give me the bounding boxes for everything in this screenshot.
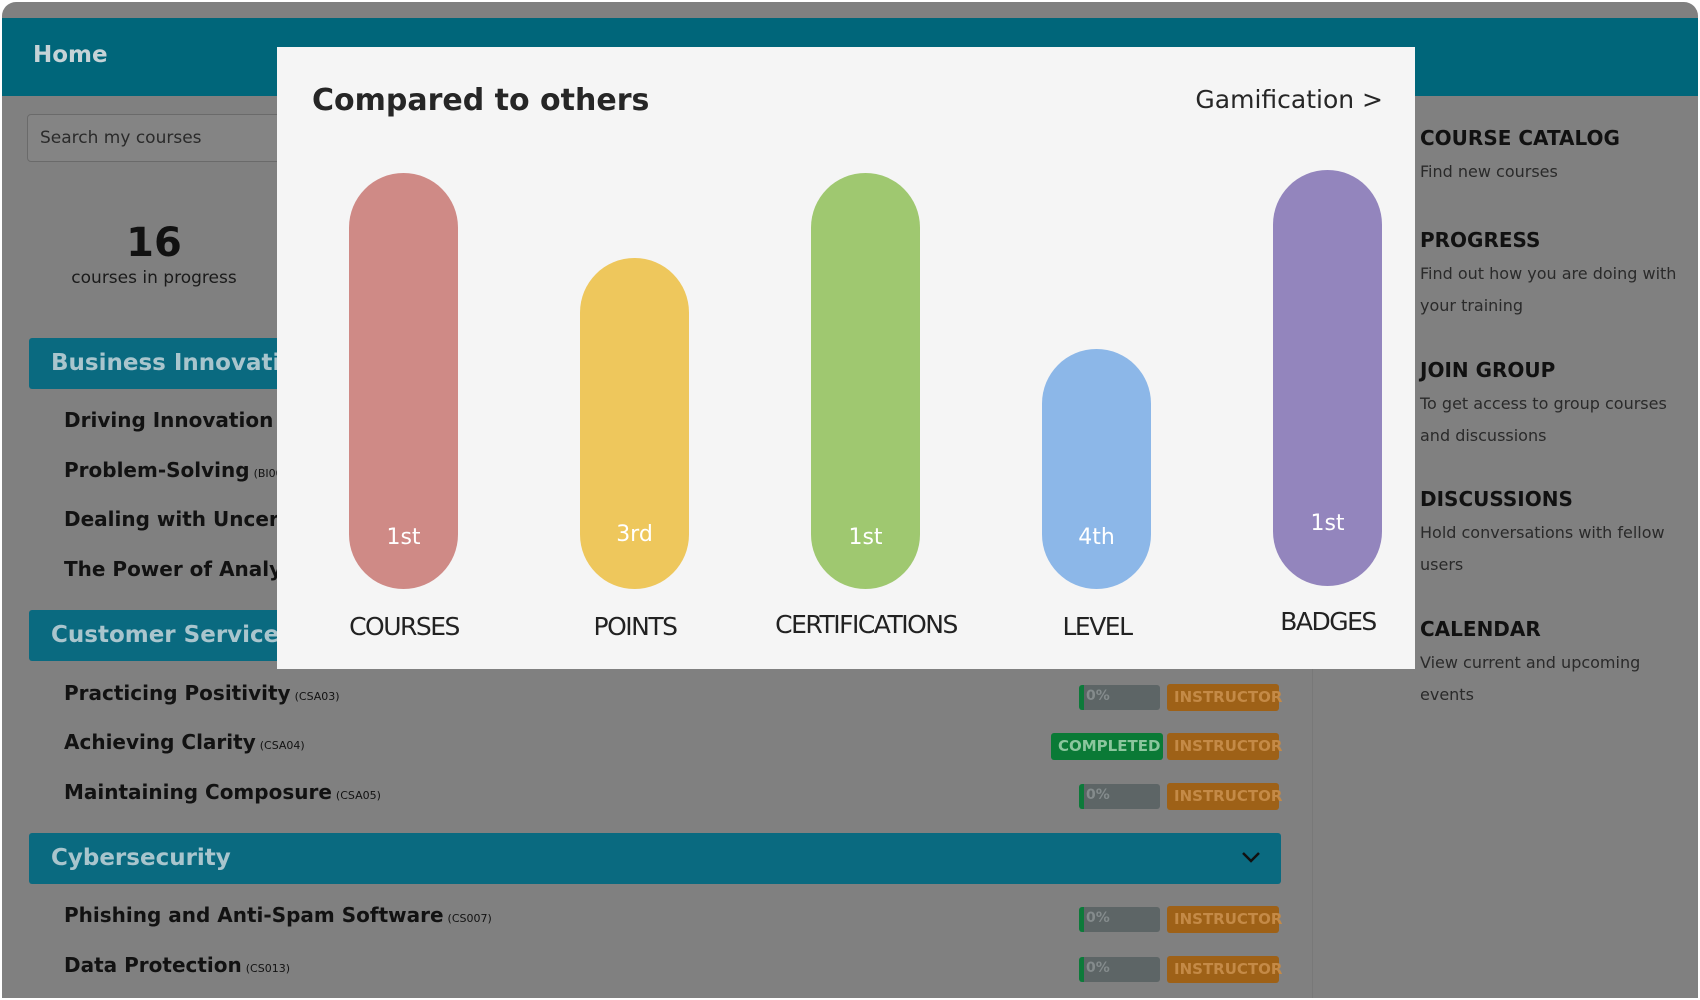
sidebar-title[interactable]: CALENDAR — [1420, 617, 1541, 641]
sidebar-desc: To get access to group courses and discu… — [1420, 394, 1667, 445]
progress-bar: 0% — [1079, 957, 1160, 982]
modal-title: Compared to others — [312, 83, 650, 118]
gamification-link[interactable]: Gamification > — [1195, 85, 1383, 114]
rank-pill — [349, 173, 458, 589]
role-badge: INSTRUCTOR — [1167, 956, 1282, 983]
course-title: Practicing Positivity — [64, 681, 291, 705]
course-name[interactable]: Dealing with Uncerta — [64, 507, 302, 531]
role-badge: INSTRUCTOR — [1167, 733, 1282, 760]
course-code: (CSA05) — [335, 789, 381, 802]
rank-pill — [1273, 170, 1382, 586]
rank-pill — [1042, 349, 1151, 589]
course-name[interactable]: Phishing and Anti-Spam Software (CS007) — [64, 903, 492, 927]
sidebar-title[interactable]: COURSE CATALOG — [1420, 126, 1620, 150]
group-title: Business Innovation — [51, 350, 313, 376]
course-code: (CS013) — [245, 962, 291, 975]
stat-label: courses in progress — [71, 268, 237, 288]
course-name[interactable]: Problem-Solving (BI007) — [64, 458, 294, 482]
role-badge: INSTRUCTOR — [1167, 684, 1282, 711]
category-label: BADGES — [1280, 607, 1377, 636]
course-name[interactable]: Practicing Positivity (CSA03) — [64, 681, 340, 705]
course-name[interactable]: Maintaining Composure (CSA05) — [64, 780, 381, 804]
course-name[interactable]: Achieving Clarity (CSA04) — [64, 730, 305, 754]
course-code: (CSA04) — [259, 739, 305, 752]
course-name[interactable]: The Power of Analysis — [64, 557, 313, 581]
course-title: Data Protection — [64, 953, 242, 977]
rank-label: 3rd — [616, 522, 653, 547]
role-badge: INSTRUCTOR — [1167, 783, 1282, 810]
rank-label: 4th — [1078, 525, 1115, 550]
sidebar-desc: Find out how you are doing with your tra… — [1420, 264, 1677, 315]
modal: Compared to others Gamification > 1st COU… — [277, 47, 1415, 669]
group-title: Cybersecurity — [51, 845, 231, 871]
rank-label: 1st — [1310, 511, 1345, 536]
course-title: The Power of Analysis — [64, 557, 313, 581]
course-title: Maintaining Composure — [64, 780, 332, 804]
group-header[interactable]: Cybersecurity — [29, 833, 1281, 884]
progress-bar: 0% — [1079, 784, 1160, 809]
course-name[interactable]: Data Protection (CS013) — [64, 953, 290, 977]
category-label: COURSES — [349, 612, 460, 641]
sidebar-desc: Find new courses — [1420, 162, 1558, 181]
course-title: Problem-Solving — [64, 458, 250, 482]
category-label: POINTS — [593, 612, 678, 641]
course-title: Dealing with Uncerta — [64, 507, 302, 531]
sidebar-title[interactable]: DISCUSSIONS — [1420, 487, 1573, 511]
stat: 16 courses in progress — [52, 220, 256, 288]
course-title: Achieving Clarity — [64, 730, 256, 754]
rank-label: 1st — [386, 525, 421, 550]
group-title: Customer Service Ap — [51, 622, 322, 648]
chevron[interactable] — [1241, 850, 1261, 864]
sidebar-desc: Hold conversations with fellow users — [1420, 523, 1665, 574]
course-name[interactable]: Driving Innovation(BI0 — [64, 408, 299, 432]
rank-pill — [811, 173, 920, 589]
home-title[interactable]: Home — [33, 42, 108, 68]
progress-bar: 0% — [1079, 907, 1160, 932]
rank-pill — [580, 258, 689, 589]
sidebar-desc: View current and upcoming events — [1420, 653, 1641, 704]
category-label: CERTIFICATIONS — [775, 610, 958, 639]
role-badge: INSTRUCTOR — [1167, 906, 1282, 933]
course-title: Driving Innovation — [64, 408, 274, 432]
stat-value: 16 — [126, 220, 182, 266]
course-code: (CS007) — [447, 912, 492, 925]
status-badge: COMPLETED — [1051, 733, 1163, 760]
progress-bar: 0% — [1079, 685, 1160, 710]
sidebar-title[interactable]: PROGRESS — [1420, 228, 1541, 252]
category-label: LEVEL — [1062, 612, 1133, 641]
course-code: (CSA03) — [294, 690, 340, 703]
course-title: Phishing and Anti-Spam Software — [64, 903, 444, 927]
sidebar-title[interactable]: JOIN GROUP — [1420, 358, 1556, 382]
rank-label: 1st — [848, 525, 883, 550]
